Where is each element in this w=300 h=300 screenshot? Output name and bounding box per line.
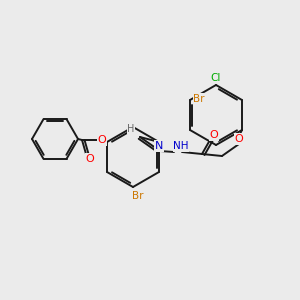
Text: NH: NH [173,141,189,151]
Text: O: O [235,134,243,144]
Text: Br: Br [132,191,144,201]
Text: Br: Br [193,94,205,104]
Text: O: O [85,154,94,164]
Text: O: O [98,135,106,145]
Text: Cl: Cl [211,73,221,83]
Text: O: O [210,130,218,140]
Text: N: N [155,141,163,151]
Text: H: H [127,124,135,134]
